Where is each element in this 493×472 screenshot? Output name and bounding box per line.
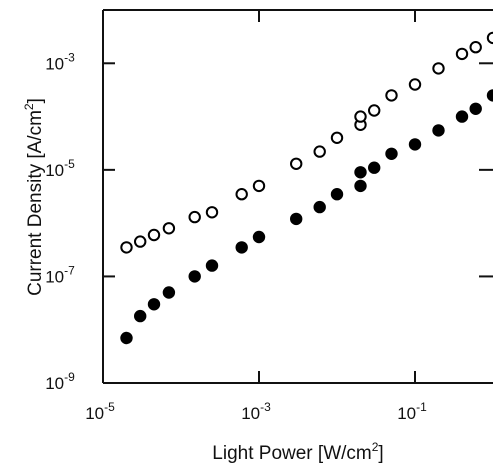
data-point-open — [313, 145, 326, 158]
data-point-open — [162, 222, 176, 235]
series-layer — [120, 31, 493, 345]
data-point-filled — [354, 166, 367, 179]
data-point-filled — [235, 241, 248, 254]
y-axis-title: Current Density [A/cm2] — [22, 98, 46, 296]
data-point-open — [455, 47, 469, 61]
data-point-filled — [486, 89, 493, 102]
data-point-filled — [385, 147, 398, 161]
data-point-filled — [252, 230, 266, 244]
x-ticks: 10-5 10-3 10-1 — [85, 10, 427, 423]
data-point-open — [385, 89, 398, 102]
data-point-open — [408, 78, 422, 91]
y-tick-label: 10-7 — [45, 263, 75, 286]
x-tick-label: 10-1 — [397, 400, 427, 423]
data-point-filled — [354, 179, 367, 193]
series-filled — [120, 89, 493, 345]
data-point-filled — [162, 286, 176, 299]
data-point-filled — [455, 110, 469, 123]
data-point-filled — [469, 102, 482, 116]
data-point-filled — [290, 212, 303, 226]
y-tick-label: 10-9 — [45, 370, 75, 393]
data-point-open — [134, 235, 147, 248]
data-point-filled — [330, 188, 344, 201]
data-point-open — [290, 157, 303, 171]
data-point-open — [330, 131, 344, 145]
data-point-filled — [205, 259, 219, 272]
data-point-open — [188, 210, 201, 224]
data-point-open — [354, 110, 367, 123]
x-tick-label: 10-5 — [85, 400, 115, 423]
data-point-open — [147, 228, 161, 242]
y-tick-label: 10-3 — [45, 50, 75, 73]
data-point-filled — [147, 298, 161, 311]
series-open — [120, 31, 493, 254]
y-tick-label: 10-5 — [45, 157, 75, 180]
data-point-filled — [134, 309, 147, 323]
plot-frame — [102, 9, 493, 384]
data-point-open — [205, 206, 219, 219]
data-point-filled — [432, 124, 445, 137]
data-point-filled — [188, 270, 201, 283]
y-ticks: 10-9 10-7 10-5 10-3 — [45, 50, 493, 393]
data-point-open — [252, 179, 266, 193]
data-point-open — [432, 62, 445, 75]
x-axis-title: Light Power [W/cm2] — [212, 440, 383, 464]
data-point-open — [486, 31, 493, 45]
data-point-open — [120, 241, 133, 254]
data-point-filled — [368, 161, 381, 174]
data-point-open — [469, 41, 482, 54]
data-point-open — [235, 188, 248, 201]
data-point-filled — [120, 331, 133, 345]
x-tick-label: 10-3 — [241, 400, 271, 423]
data-point-filled — [408, 138, 422, 151]
data-point-open — [368, 104, 381, 117]
data-point-filled — [313, 200, 326, 214]
